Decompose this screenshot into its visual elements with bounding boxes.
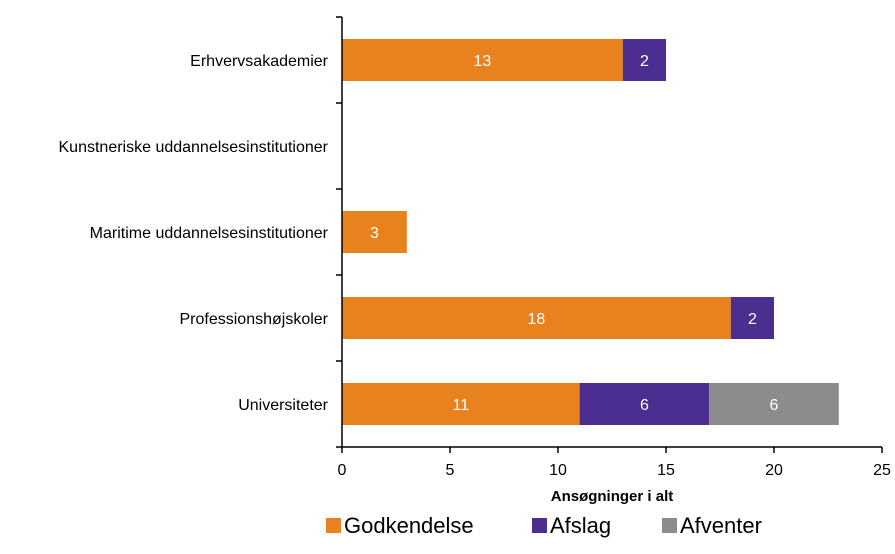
- category-label-maritime-uddannelsesinstitutioner: Maritime uddannelsesinstitutioner: [90, 225, 329, 242]
- x-tick-label-5: 5: [446, 462, 455, 479]
- data-label-professionshoejskoler-godkendelse: 18: [528, 311, 546, 328]
- legend-swatch-afventer: [662, 518, 677, 533]
- labels-layer: 13 2 Erhvervsakademier Kunstneriske uddanne…: [59, 53, 892, 479]
- legend-label-afslag: Afslag: [550, 513, 611, 538]
- data-label-universiteter-godkendelse: 11: [452, 397, 469, 414]
- bar-maritime-uddannelsesinstitutioner-godkendelse: [342, 211, 407, 253]
- bars-layer: [342, 39, 839, 425]
- category-label-kunstneriske-uddannelsesinstitutioner: Kunstneriske uddannelsesinstitutioner: [59, 139, 329, 156]
- axes-layer: [336, 16, 883, 453]
- bar-erhvervsakademier-afslag: [622, 39, 666, 81]
- data-label-universiteter-afventer: 6: [770, 397, 779, 414]
- data-label-erhvervsakademier-afslag: 2: [640, 53, 649, 70]
- x-tick-label-15: 15: [657, 462, 675, 479]
- legend-label-godkendelse: Godkendelse: [344, 513, 474, 538]
- data-label-professionshoejskoler-afslag: 2: [748, 311, 757, 328]
- x-tick-label-0: 0: [338, 462, 347, 479]
- x-axis-title: Ansøgninger i alt: [551, 488, 674, 505]
- x-tick-label-20: 20: [765, 462, 783, 479]
- legend-swatch-afslag: [532, 518, 547, 533]
- category-label-professionshoejskoler: Professionshøjskoler: [180, 311, 329, 328]
- bar-professionshoejskoler-godkendelse: [342, 297, 731, 339]
- data-label-maritime-uddannelsesinstitutioner-godkendelse: 3: [370, 225, 379, 242]
- legend-swatch-godkendelse: [326, 518, 341, 533]
- data-label-universiteter-afslag: 6: [640, 397, 649, 414]
- legend-label-afventer: Afventer: [680, 513, 762, 538]
- legend: Godkendelse Afslag Afventer: [326, 513, 762, 538]
- bar-universiteter-godkendelse: [342, 383, 580, 425]
- category-label-universiteter: Universiteter: [238, 397, 328, 414]
- x-tick-label-25: 25: [873, 462, 891, 479]
- bar-universiteter-afslag: [579, 383, 710, 425]
- bar-universiteter-afventer: [709, 383, 839, 425]
- data-label-erhvervsakademier-godkendelse: 13: [474, 53, 492, 70]
- category-label-erhvervsakademier: Erhvervsakademier: [190, 53, 329, 70]
- bar-erhvervsakademier-godkendelse: [342, 39, 623, 81]
- x-tick-label-10: 10: [549, 462, 567, 479]
- bar-professionshoejskoler-afslag: [730, 297, 774, 339]
